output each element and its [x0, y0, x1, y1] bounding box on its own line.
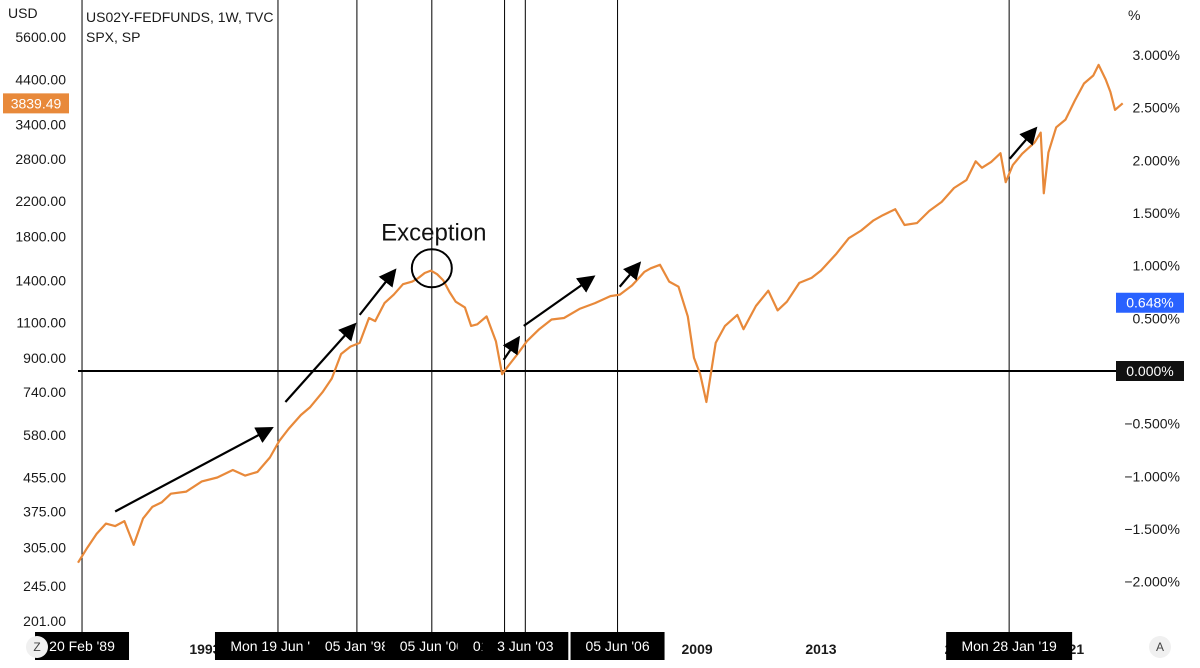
log-scale-toggle[interactable] — [26, 636, 48, 658]
zero-badge-label: 0.000% — [1126, 363, 1173, 379]
left-tick-label: 580.00 — [23, 427, 66, 443]
left-tick-label: 1100.00 — [16, 315, 66, 331]
marker-date-badge — [35, 632, 130, 660]
left-tick-label: 2200.00 — [15, 193, 66, 209]
left-tick-label: 900.00 — [23, 350, 66, 366]
x-tick-label: 2009 — [682, 641, 713, 657]
spread-badge — [1116, 292, 1184, 313]
price-badge — [3, 93, 69, 114]
trend-arrow — [502, 335, 521, 361]
right-tick-label: 0.500% — [1133, 310, 1180, 326]
left-tick-label: 245.00 — [23, 578, 66, 594]
marker-date-badge — [570, 632, 665, 660]
left-tick-label: 1400.00 — [15, 272, 66, 288]
marker-date-label: 05 Jun '00 — [400, 638, 464, 654]
spread-badge-label: 0.648% — [1126, 295, 1173, 311]
right-tick-label: 3.000% — [1133, 47, 1180, 63]
right-tick-label: −1.500% — [1124, 521, 1180, 537]
trend-arrow — [523, 275, 596, 327]
exception-circle — [410, 248, 453, 289]
exception-label: Exception — [381, 219, 486, 246]
x-tick-label: 1993 — [189, 641, 220, 657]
left-tick-label: 3400.00 — [15, 117, 66, 133]
zero-badge — [1116, 361, 1184, 381]
right-tick-label: −1.000% — [1124, 468, 1180, 484]
marker-date-label: Mon 19 Jun '95 — [230, 638, 326, 654]
left-tick-label: 375.00 — [23, 503, 66, 519]
left-tick-label: 201.00 — [23, 613, 66, 629]
left-tick-label: 2800.00 — [15, 151, 66, 167]
marker-date-label: 05 Jan '98 — [325, 638, 389, 654]
right-tick-label: 2.000% — [1133, 152, 1180, 168]
trend-arrow — [1008, 126, 1038, 160]
trend-arrow — [618, 261, 642, 288]
left-tick-label: 4400.00 — [15, 71, 66, 87]
marker-date-label: 20 Feb '89 — [49, 638, 115, 654]
left-tick-label: 455.00 — [23, 470, 66, 486]
left-axis-unit: USD — [8, 5, 38, 21]
legend-spread: US02Y-FEDFUNDS, 1W, TVC — [86, 9, 274, 25]
marker-date-badge — [946, 632, 1073, 660]
trend-arrow — [358, 268, 397, 316]
right-tick-label: 1.500% — [1133, 205, 1180, 221]
left-tick-label: 5600.00 — [15, 29, 66, 45]
toggle-right-label: A — [1156, 640, 1164, 654]
right-axis-unit: % — [1128, 7, 1140, 23]
toggle-left-label: Z — [33, 640, 40, 654]
right-tick-label: −2.000% — [1124, 574, 1180, 590]
right-tick-label: 1.000% — [1133, 258, 1180, 274]
right-tick-label: −0.500% — [1124, 416, 1180, 432]
marker-date-label: 05 Jun '06 — [585, 638, 649, 654]
price-badge-label: 3839.49 — [11, 95, 62, 111]
left-tick-label: 740.00 — [23, 384, 66, 400]
marker-date-label: 3 Jun '03 — [497, 638, 554, 654]
legend-spx: SPX, SP — [86, 29, 140, 45]
marker-date-badge — [482, 632, 569, 660]
spx-line — [77, 63, 1124, 564]
auto-scale-toggle[interactable] — [1149, 636, 1171, 658]
left-tick-label: 1800.00 — [15, 228, 66, 244]
marker-date-label: Mon 28 Jan '19 — [961, 638, 1057, 654]
left-tick-label: 305.00 — [23, 540, 66, 556]
trend-arrow — [114, 426, 274, 513]
right-tick-label: 2.500% — [1133, 100, 1180, 116]
trend-arrow — [284, 322, 357, 403]
x-tick-label: 2013 — [805, 641, 836, 657]
